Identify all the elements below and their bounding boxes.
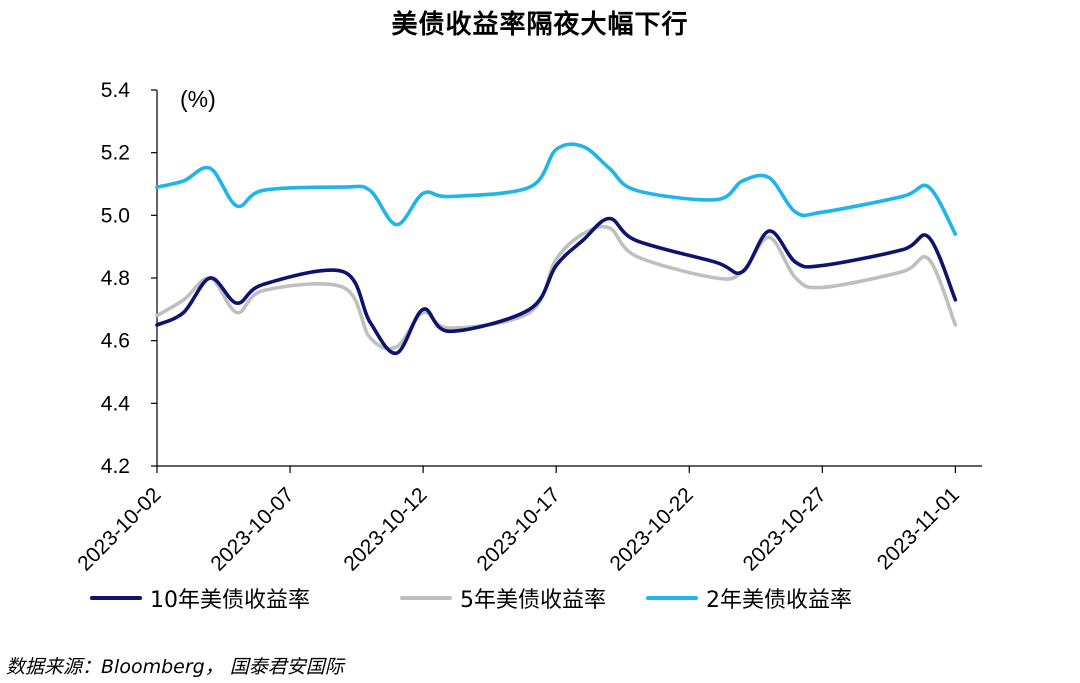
series-line-2y — [155, 142, 958, 236]
y-tick-label: 5.2 — [101, 142, 130, 165]
series-line-10y — [155, 216, 958, 356]
legend-label: 2年美债收益率 — [706, 588, 852, 613]
legend-item: 2年美债收益率 — [646, 582, 852, 614]
axes: 5.4 5.2 5.0 4.8 4.6 4.4 4.2 2023-10-02 2023-10-0… — [73, 79, 982, 575]
legend-item: 5年美债收益率 — [400, 582, 606, 614]
legend-label: 5年美债收益率 — [460, 588, 606, 613]
series-line-5y — [155, 224, 958, 351]
legend-item: 10年美债收益率 — [90, 582, 310, 614]
series-lines — [155, 142, 958, 356]
x-tick-label: 2023-10-17 — [473, 483, 565, 575]
y-tick-label: 4.8 — [101, 267, 130, 290]
x-tick-label: 2023-10-12 — [339, 483, 431, 575]
chart-title: 美债收益率隔夜大幅下行 — [391, 10, 689, 40]
legend-swatch — [90, 596, 142, 600]
legend-label: 10年美债收益率 — [150, 588, 310, 613]
x-tick-label: 2023-10-02 — [73, 483, 165, 575]
x-tick-label: 2023-10-22 — [606, 483, 698, 575]
y-tick-label: 4.4 — [101, 392, 131, 415]
y-tick-label: 4.6 — [101, 330, 130, 353]
x-tick-label: 2023-11-01 — [873, 483, 964, 574]
legend-swatch — [646, 596, 698, 600]
unit-label: (%) — [180, 86, 216, 112]
legend: 10年美债收益率 5年美债收益率 2年美债收益率 — [90, 582, 852, 614]
y-tick-label: 4.2 — [101, 455, 130, 478]
x-tick-label: 2023-10-07 — [206, 483, 298, 575]
y-tick-label: 5.4 — [101, 79, 131, 102]
y-tick-label: 5.0 — [101, 204, 130, 227]
line-chart: 5.4 5.2 5.0 4.8 4.6 4.4 4.2 2023-10-02 2023-10-0… — [73, 79, 982, 575]
x-tick-label: 2023-10-27 — [739, 483, 831, 575]
source-note: 数据来源：Bloomberg， 国泰君安国际 — [6, 656, 344, 678]
legend-swatch — [400, 596, 452, 600]
